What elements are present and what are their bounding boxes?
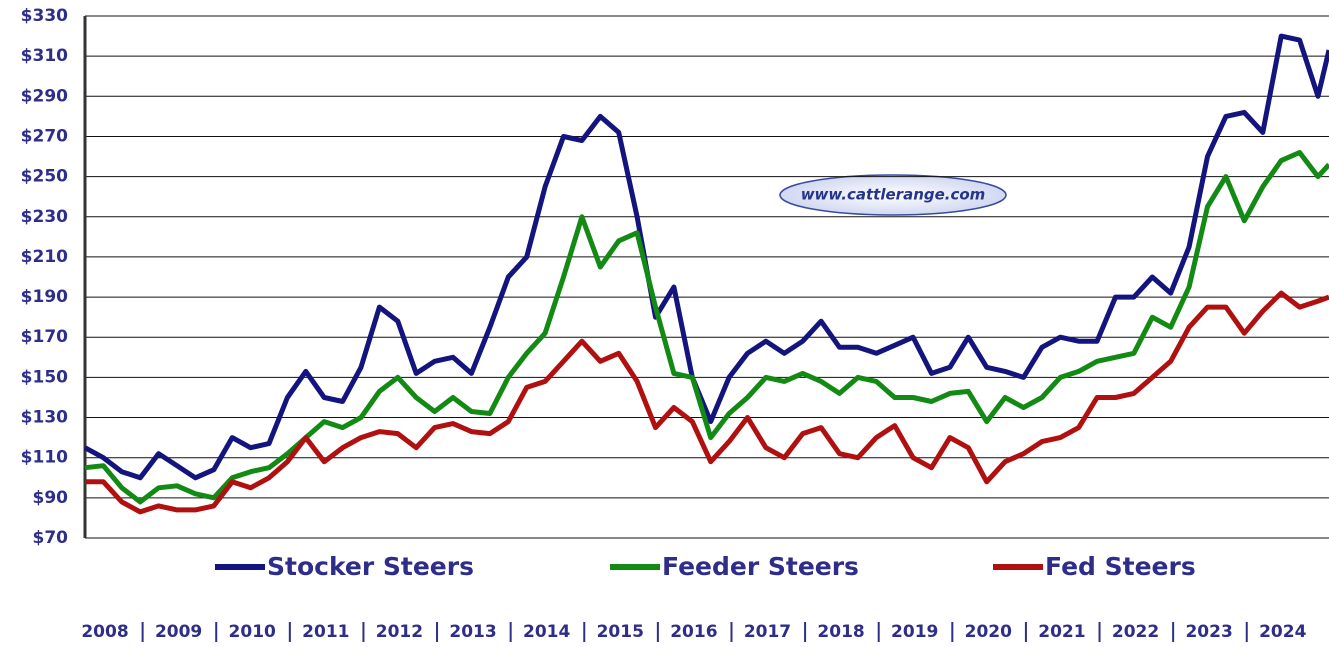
series-line: [85, 290, 1329, 515]
y-tick-label: $210: [21, 247, 68, 267]
x-tick-label: 2018: [817, 622, 864, 642]
x-tick-label: 2022: [1112, 622, 1159, 642]
x-tick-label: 2020: [965, 622, 1012, 642]
y-tick-label: $250: [21, 167, 68, 187]
x-tick-label: 2023: [1185, 622, 1232, 642]
x-tick-label: 2011: [302, 622, 349, 642]
watermark: www.cattlerange.com: [801, 186, 986, 204]
x-tick-label: 2009: [155, 622, 202, 642]
x-tick-label: 2013: [449, 622, 496, 642]
y-tick-label: $90: [33, 488, 69, 508]
legend-label: Feeder Steers: [662, 552, 859, 581]
y-tick-label: $170: [21, 327, 68, 347]
series-line: [84, 150, 1329, 505]
x-tick-label: 2010: [229, 622, 276, 642]
y-tick-label: $130: [21, 408, 68, 428]
x-tick-label: 2021: [1038, 622, 1085, 642]
x-tick-label: 2015: [597, 622, 644, 642]
legend-label: Stocker Steers: [267, 552, 474, 581]
series-line: [83, 33, 1329, 481]
x-tick-label: 2014: [523, 622, 570, 642]
x-tick-label: 2008: [81, 622, 128, 642]
y-tick-label: $150: [21, 367, 68, 387]
y-tick-label: $230: [21, 207, 68, 227]
x-tick-label: 2019: [891, 622, 938, 642]
x-tick-label: 2016: [670, 622, 717, 642]
legend-label: Fed Steers: [1045, 552, 1196, 581]
x-tick-label: 2024: [1259, 622, 1306, 642]
x-tick-label: 2012: [376, 622, 423, 642]
y-tick-label: $190: [21, 287, 68, 307]
y-tick-label: $70: [33, 528, 69, 548]
y-tick-label: $310: [21, 46, 68, 66]
x-tick-label: 2017: [744, 622, 791, 642]
y-tick-label: $270: [21, 126, 68, 146]
y-tick-label: $330: [21, 6, 68, 26]
y-tick-label: $110: [21, 448, 68, 468]
y-tick-label: $290: [21, 86, 68, 106]
watermark-badge: [779, 174, 1007, 216]
